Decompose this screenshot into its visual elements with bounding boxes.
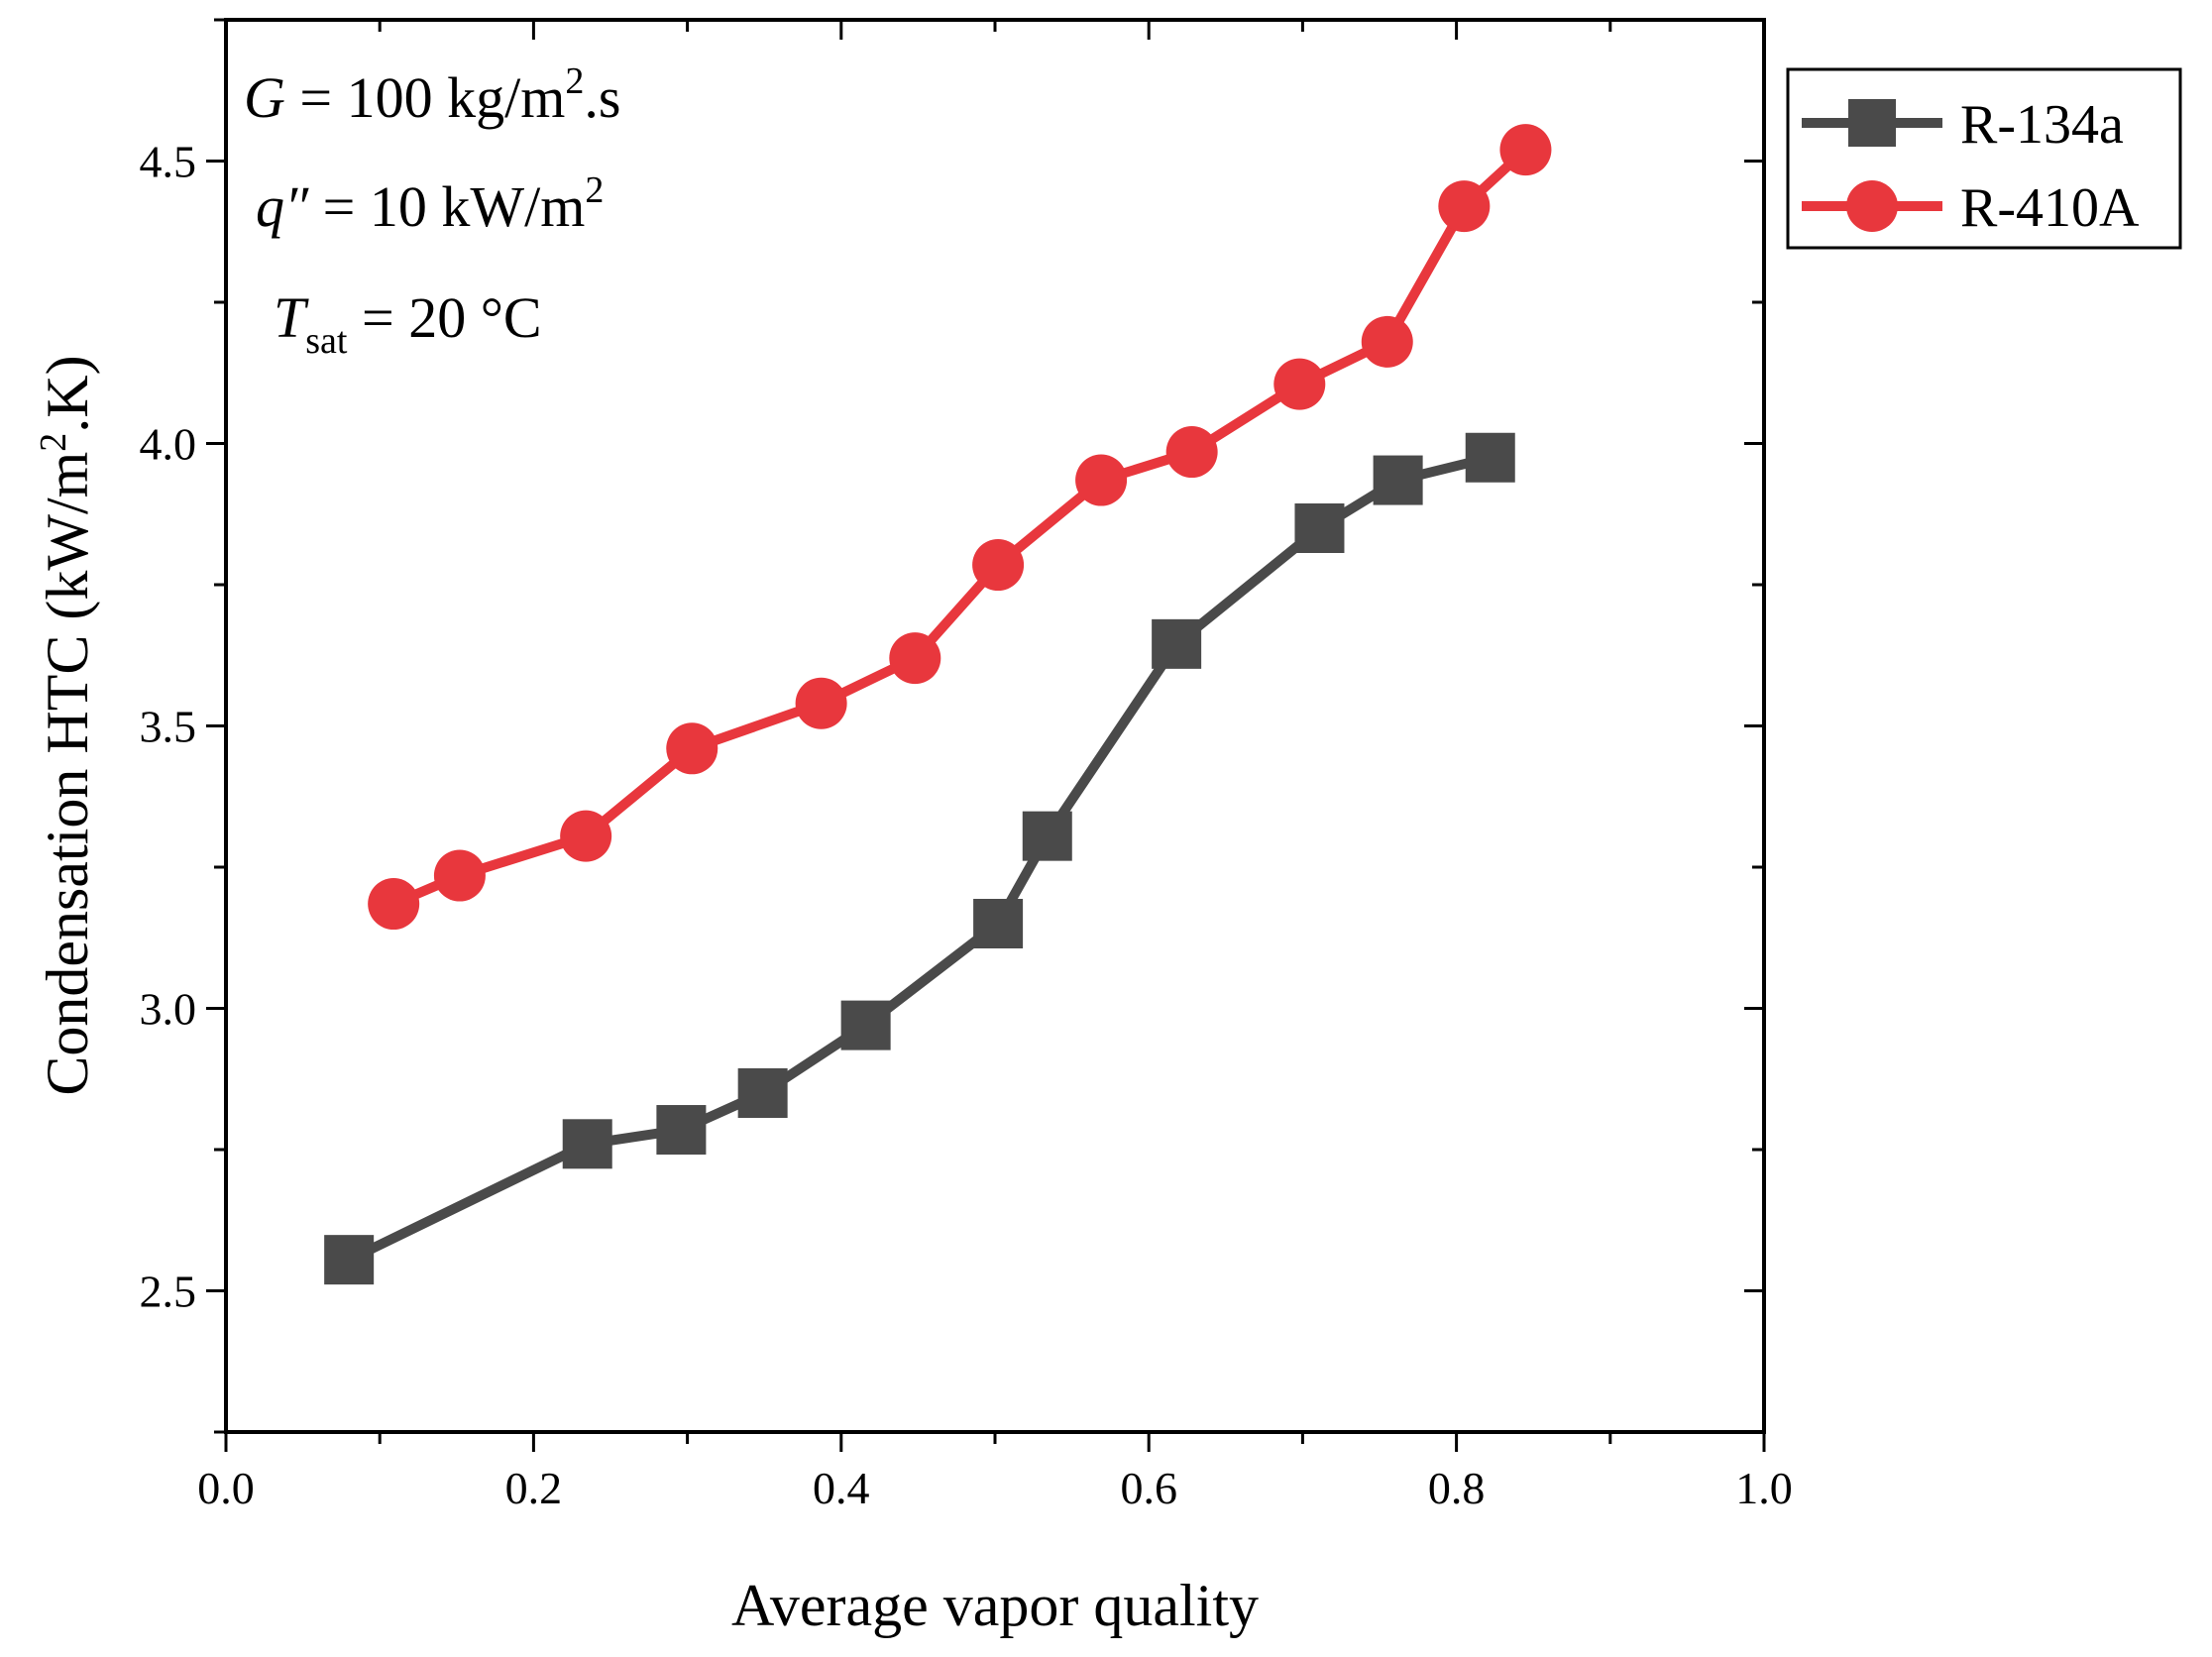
data-point-r-410a	[560, 810, 612, 862]
data-point-r-134a	[1373, 455, 1423, 505]
data-point-r-410a	[1273, 358, 1326, 410]
x-tick-label: 0.4	[813, 1463, 870, 1513]
x-tick-label: 0.0	[197, 1463, 255, 1513]
data-point-r-134a	[840, 1000, 891, 1050]
data-point-r-410a	[666, 722, 719, 775]
y-tick-label: 2.5	[140, 1267, 197, 1317]
legend-marker-r134a	[1848, 99, 1896, 147]
data-point-r-410a	[1499, 124, 1552, 176]
data-point-r-410a	[368, 878, 420, 931]
data-point-r-134a	[324, 1235, 375, 1285]
data-point-r-410a	[795, 677, 847, 729]
data-point-r-134a	[562, 1119, 612, 1169]
data-point-r-134a	[1294, 503, 1345, 553]
x-tick-label: 0.6	[1120, 1463, 1177, 1513]
legend: R-134a R-410A	[1786, 67, 2182, 250]
data-point-r-410a	[889, 632, 941, 685]
data-point-r-134a	[656, 1105, 707, 1156]
y-tick-label: 3.0	[140, 984, 197, 1035]
data-point-r-134a	[1465, 432, 1515, 483]
annotation-mass-flux: G = 100 kg/m2.s	[244, 60, 620, 130]
annotation-heat-flux: q″ = 10 kW/m2	[256, 169, 604, 239]
data-point-r-410a	[433, 849, 486, 902]
data-point-r-134a	[973, 899, 1024, 948]
axis-ticks: 0.0 0.2 0.4 0.6 0.8 1.0 2.5 3.0 3.5 4.0 4.5	[140, 18, 1793, 1513]
y-axis-title-tail: .K)	[35, 355, 100, 432]
y-axis-title-sup: 2	[33, 433, 74, 452]
data-point-r-410a	[972, 539, 1025, 592]
x-tick-label: 1.0	[1735, 1463, 1793, 1513]
data-point-r-410a	[1438, 180, 1491, 233]
data-point-r-410a	[1075, 454, 1128, 506]
y-tick-label: 4.5	[140, 137, 197, 187]
y-tick-label: 4.0	[140, 419, 197, 470]
legend-marker-r410a	[1846, 180, 1898, 232]
data-point-r-134a	[1022, 811, 1072, 861]
y-axis-title: Condensation HTC (kW/m2.K)	[33, 355, 100, 1095]
y-tick-label: 3.5	[140, 702, 197, 752]
y-axis-title-main: Condensation HTC (kW/m	[35, 452, 100, 1096]
annotation-saturation-temp: Tsat = 20 °C	[274, 285, 542, 362]
data-point-r-134a	[737, 1068, 788, 1118]
legend-label-r410a: R-410A	[1960, 177, 2140, 239]
data-point-r-410a	[1361, 315, 1413, 368]
data-point-r-134a	[1152, 618, 1202, 669]
x-tick-label: 0.8	[1428, 1463, 1486, 1513]
legend-label-r134a: R-134a	[1960, 94, 2124, 156]
x-axis-title: Average vapor quality	[731, 1573, 1259, 1638]
series-markers	[324, 124, 1552, 1285]
x-tick-label: 0.2	[505, 1463, 563, 1513]
annotations: G = 100 kg/m2.s q″ = 10 kW/m2 Tsat = 20 …	[244, 60, 620, 362]
data-point-r-410a	[1165, 426, 1218, 479]
